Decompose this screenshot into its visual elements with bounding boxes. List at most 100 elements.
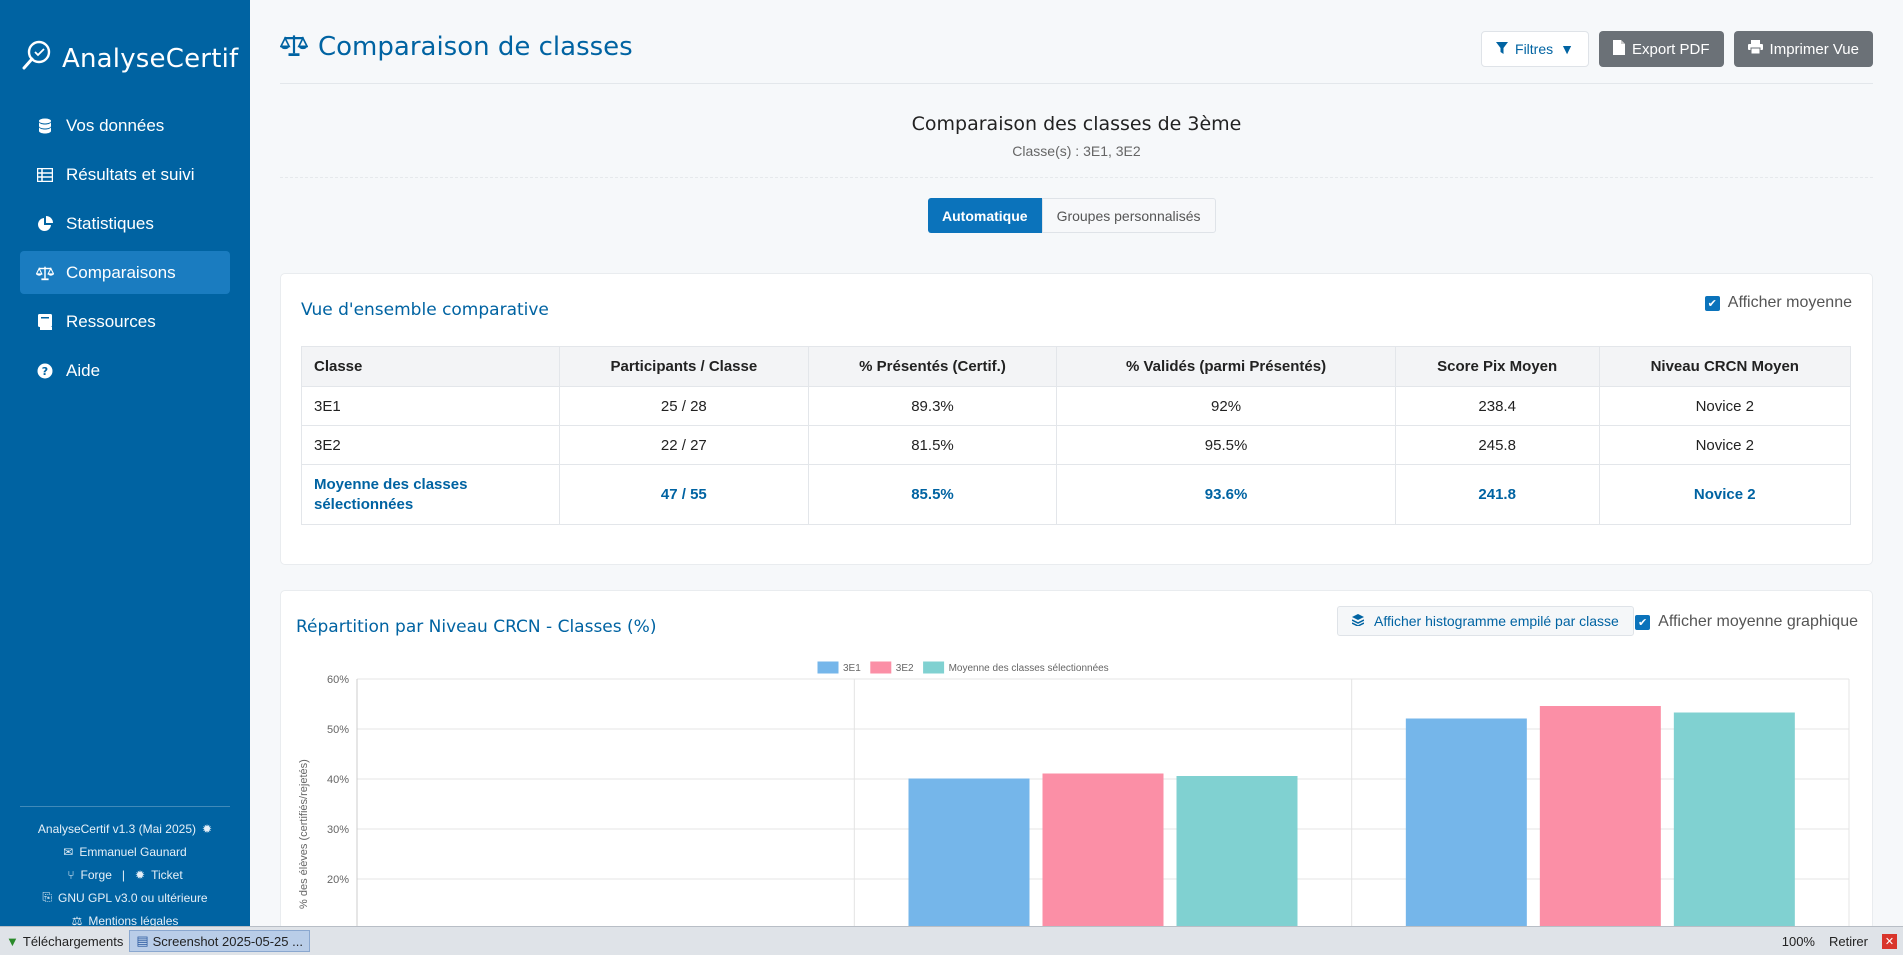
taskbar-downloads-label: Téléchargements — [22, 933, 124, 949]
column-header[interactable]: Score Pix Moyen — [1394, 346, 1600, 387]
logo-magnifier-icon — [22, 40, 52, 77]
table-cell: Novice 2 — [1598, 386, 1852, 426]
bar — [1405, 718, 1527, 929]
author-link[interactable]: Emmanuel Gaunard — [79, 844, 187, 859]
scale-icon: ⚖ — [71, 913, 83, 928]
table-cell: Moyenne des classes sélectionnées — [301, 464, 560, 525]
y-tick-label: 40% — [327, 774, 349, 786]
crcn-bar-chart: 3E1 3E2 Moyenne des classes sélectionnées 6… — [298, 661, 1850, 929]
chart-card: Répartition par Niveau CRCN - Classes (%… — [280, 590, 1873, 930]
y-tick-label: 60% — [327, 674, 349, 686]
mode-automatic-button[interactable]: Automatique — [928, 198, 1042, 233]
y-tick-label: 30% — [327, 824, 349, 836]
svg-text:?: ? — [42, 365, 48, 378]
table-cell: 81.5% — [807, 425, 1058, 465]
document-icon: ▤ — [136, 933, 149, 948]
legal-link[interactable]: Mentions légales — [88, 913, 179, 928]
top-actions: Filtres ▼ Export PDF Imprimer Vue — [1481, 31, 1873, 67]
sidebar-item-ressources[interactable]: Ressources — [20, 300, 230, 343]
book-icon — [36, 313, 54, 331]
stacked-histogram-label: Afficher histogramme empilé par classe — [1374, 613, 1619, 629]
print-button[interactable]: Imprimer Vue — [1733, 31, 1873, 67]
brand-name: AnalyseCertif — [62, 43, 239, 74]
caret-down-icon: ▼ — [1560, 41, 1574, 57]
table-row: 3E1 25 / 28 89.3% 92% 238.4 Novice 2 — [301, 386, 1852, 426]
filters-button[interactable]: Filtres ▼ — [1481, 31, 1589, 67]
show-average-label: Afficher moyenne — [1727, 294, 1852, 311]
printer-icon — [1747, 40, 1763, 58]
comparison-table: Classe Participants / Classe % Présentés… — [301, 346, 1852, 525]
show-chart-average-checkbox[interactable]: ✔ Afficher moyenne graphique — [1635, 613, 1858, 631]
table-cell: 89.3% — [807, 386, 1058, 426]
export-pdf-label: Export PDF — [1632, 40, 1710, 58]
table-icon — [36, 166, 54, 184]
column-header[interactable]: Niveau CRCN Moyen — [1598, 346, 1852, 387]
ticket-link[interactable]: Ticket — [151, 867, 183, 882]
table-cell: 93.6% — [1056, 464, 1396, 525]
license-link[interactable]: GNU GPL v3.0 ou ultérieure — [57, 890, 208, 905]
table-cell: Novice 2 — [1598, 425, 1852, 465]
license-icon: ⎘ — [42, 890, 52, 904]
sidebar-item-label: Ressources — [66, 311, 156, 331]
divider — [280, 177, 1873, 178]
zoom-level[interactable]: 100% — [1781, 933, 1815, 949]
taskbar-downloads[interactable]: ▼ Téléchargements — [0, 930, 129, 952]
brand[interactable]: AnalyseCertif — [22, 40, 238, 77]
sidebar-item-statistiques[interactable]: Statistiques — [20, 202, 230, 245]
taskbar-screenshot-label: Screenshot 2025-05-25 ... — [152, 933, 303, 949]
column-header[interactable]: % Présentés (Certif.) — [807, 346, 1058, 387]
comparison-title: Comparaison des classes de 3ème — [911, 113, 1242, 135]
checkbox-checked-icon: ✔ — [1635, 614, 1651, 630]
show-average-checkbox[interactable]: ✔ Afficher moyenne — [1704, 294, 1852, 312]
database-icon — [36, 117, 54, 135]
legend-swatch — [870, 661, 892, 674]
forge-link[interactable]: Forge — [80, 867, 112, 882]
show-chart-average-label: Afficher moyenne graphique — [1658, 613, 1858, 630]
separator: | — [121, 867, 126, 882]
mode-custom-groups-button[interactable]: Groupes personnalisés — [1041, 198, 1216, 233]
column-header[interactable]: % Validés (parmi Présentés) — [1056, 346, 1396, 387]
y-tick-label: 50% — [327, 724, 349, 736]
balance-scale-icon — [36, 264, 54, 282]
layers-icon — [1351, 613, 1365, 629]
table-cell: 85.5% — [807, 464, 1058, 525]
table-average-row: Moyenne des classes sélectionnées 47 / 5… — [301, 464, 1852, 525]
divider — [280, 83, 1873, 84]
table-cell: 47 / 55 — [559, 464, 809, 525]
legend-swatch — [817, 661, 839, 674]
bar — [1176, 776, 1298, 929]
close-icon[interactable]: ✕ — [1882, 933, 1897, 949]
chart-section-title: Répartition par Niveau CRCN - Classes (%… — [296, 617, 657, 637]
page-title-text: Comparaison de classes — [318, 32, 633, 62]
taskbar: ▼ Téléchargements ▤ Screenshot 2025-05-2… — [0, 926, 1903, 955]
sidebar-item-label: Aide — [66, 360, 101, 380]
bar — [1673, 712, 1795, 929]
column-header[interactable]: Classe — [301, 346, 560, 387]
version-text: AnalyseCertif v1.3 (Mai 2025) — [37, 821, 196, 836]
branch-icon: ⑂ — [67, 867, 75, 882]
bar — [1042, 773, 1164, 929]
sidebar-item-resultats[interactable]: Résultats et suivi — [20, 153, 230, 196]
column-header[interactable]: Participants / Classe — [559, 346, 809, 387]
sidebar-item-vos-donnees[interactable]: Vos données — [20, 104, 230, 147]
gear-icon[interactable]: ✹ — [202, 821, 213, 836]
retirer-button[interactable]: Retirer — [1828, 933, 1868, 949]
legend-swatch — [923, 661, 945, 674]
export-pdf-button[interactable]: Export PDF — [1599, 31, 1724, 67]
filter-icon — [1496, 41, 1509, 57]
table-cell: 238.4 — [1394, 386, 1600, 426]
table-cell: 241.8 — [1394, 464, 1600, 525]
taskbar-screenshot[interactable]: ▤ Screenshot 2025-05-25 ... — [129, 930, 310, 952]
table-cell: 95.5% — [1056, 425, 1396, 465]
legend-label: 3E2 — [896, 663, 914, 674]
sidebar-item-aide[interactable]: ? Aide — [20, 349, 230, 392]
sidebar-item-label: Statistiques — [66, 213, 154, 233]
sidebar-item-label: Vos données — [66, 115, 165, 135]
sidebar-nav: Vos données Résultats et suivi Statistiq… — [20, 104, 230, 398]
y-tick-label: 20% — [327, 874, 349, 886]
stacked-histogram-button[interactable]: Afficher histogramme empilé par classe — [1337, 606, 1634, 636]
table-cell: 245.8 — [1394, 425, 1600, 465]
legend-label: 3E1 — [843, 663, 861, 674]
sidebar-item-comparaisons[interactable]: Comparaisons — [20, 251, 230, 294]
overview-title: Vue d'ensemble comparative — [301, 300, 549, 320]
